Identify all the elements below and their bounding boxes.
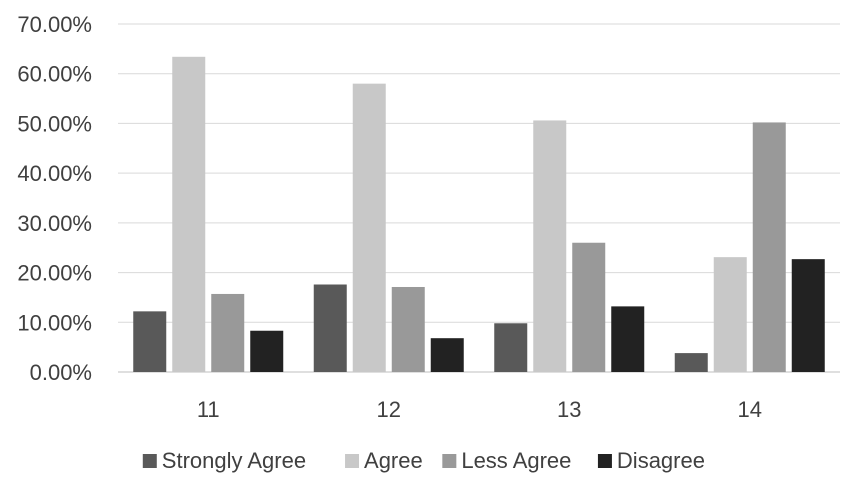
bar-less-agree-14 (752, 122, 786, 372)
bar-disagree-12 (430, 338, 464, 372)
bar-strongly-agree-11 (133, 311, 167, 372)
y-tick-label: 40.00% (17, 161, 92, 186)
bar-disagree-13 (611, 306, 645, 372)
bar-agree-11 (172, 56, 206, 372)
y-tick-label: 50.00% (17, 111, 92, 136)
bar-less-agree-13 (572, 242, 606, 372)
x-tick-label: 12 (377, 397, 401, 422)
bar-disagree-14 (791, 259, 825, 372)
bar-disagree-11 (250, 330, 284, 372)
y-tick-label: 10.00% (17, 310, 92, 335)
legend-swatch (345, 454, 360, 468)
legend-swatch (442, 454, 457, 468)
bar-strongly-agree-14 (674, 353, 708, 372)
x-tick-label: 13 (557, 397, 581, 422)
bar-agree-14 (713, 257, 747, 372)
y-axis-tick-labels: 0.00% 10.00% 20.00% 30.00% 40.00% 50.00% 60.00… (17, 12, 92, 385)
legend-label: Less Agree (461, 448, 571, 473)
bar-strongly-agree-13 (494, 323, 528, 372)
bar-agree-12 (352, 83, 386, 373)
bar-less-agree-11 (211, 293, 245, 372)
y-tick-label: 0.00% (30, 360, 92, 385)
legend: Strongly Agree Agree Less Agree Disagree (142, 448, 705, 473)
y-tick-label: 60.00% (17, 62, 92, 87)
x-tick-label: 11 (197, 397, 220, 422)
y-tick-label: 70.00% (17, 12, 92, 37)
bars (133, 56, 825, 373)
bar-less-agree-12 (391, 286, 425, 372)
x-axis-tick-labels: 11 12 13 14 (197, 397, 762, 422)
legend-swatch (142, 454, 157, 468)
bar-strongly-agree-12 (313, 284, 347, 372)
legend-label: Strongly Agree (162, 448, 306, 473)
bar-agree-13 (533, 120, 567, 373)
legend-label: Agree (364, 448, 423, 473)
x-tick-label: 14 (738, 397, 762, 422)
y-tick-label: 20.00% (17, 261, 92, 286)
legend-swatch (597, 454, 612, 468)
y-tick-label: 30.00% (17, 211, 92, 236)
legend-label: Disagree (617, 448, 705, 473)
